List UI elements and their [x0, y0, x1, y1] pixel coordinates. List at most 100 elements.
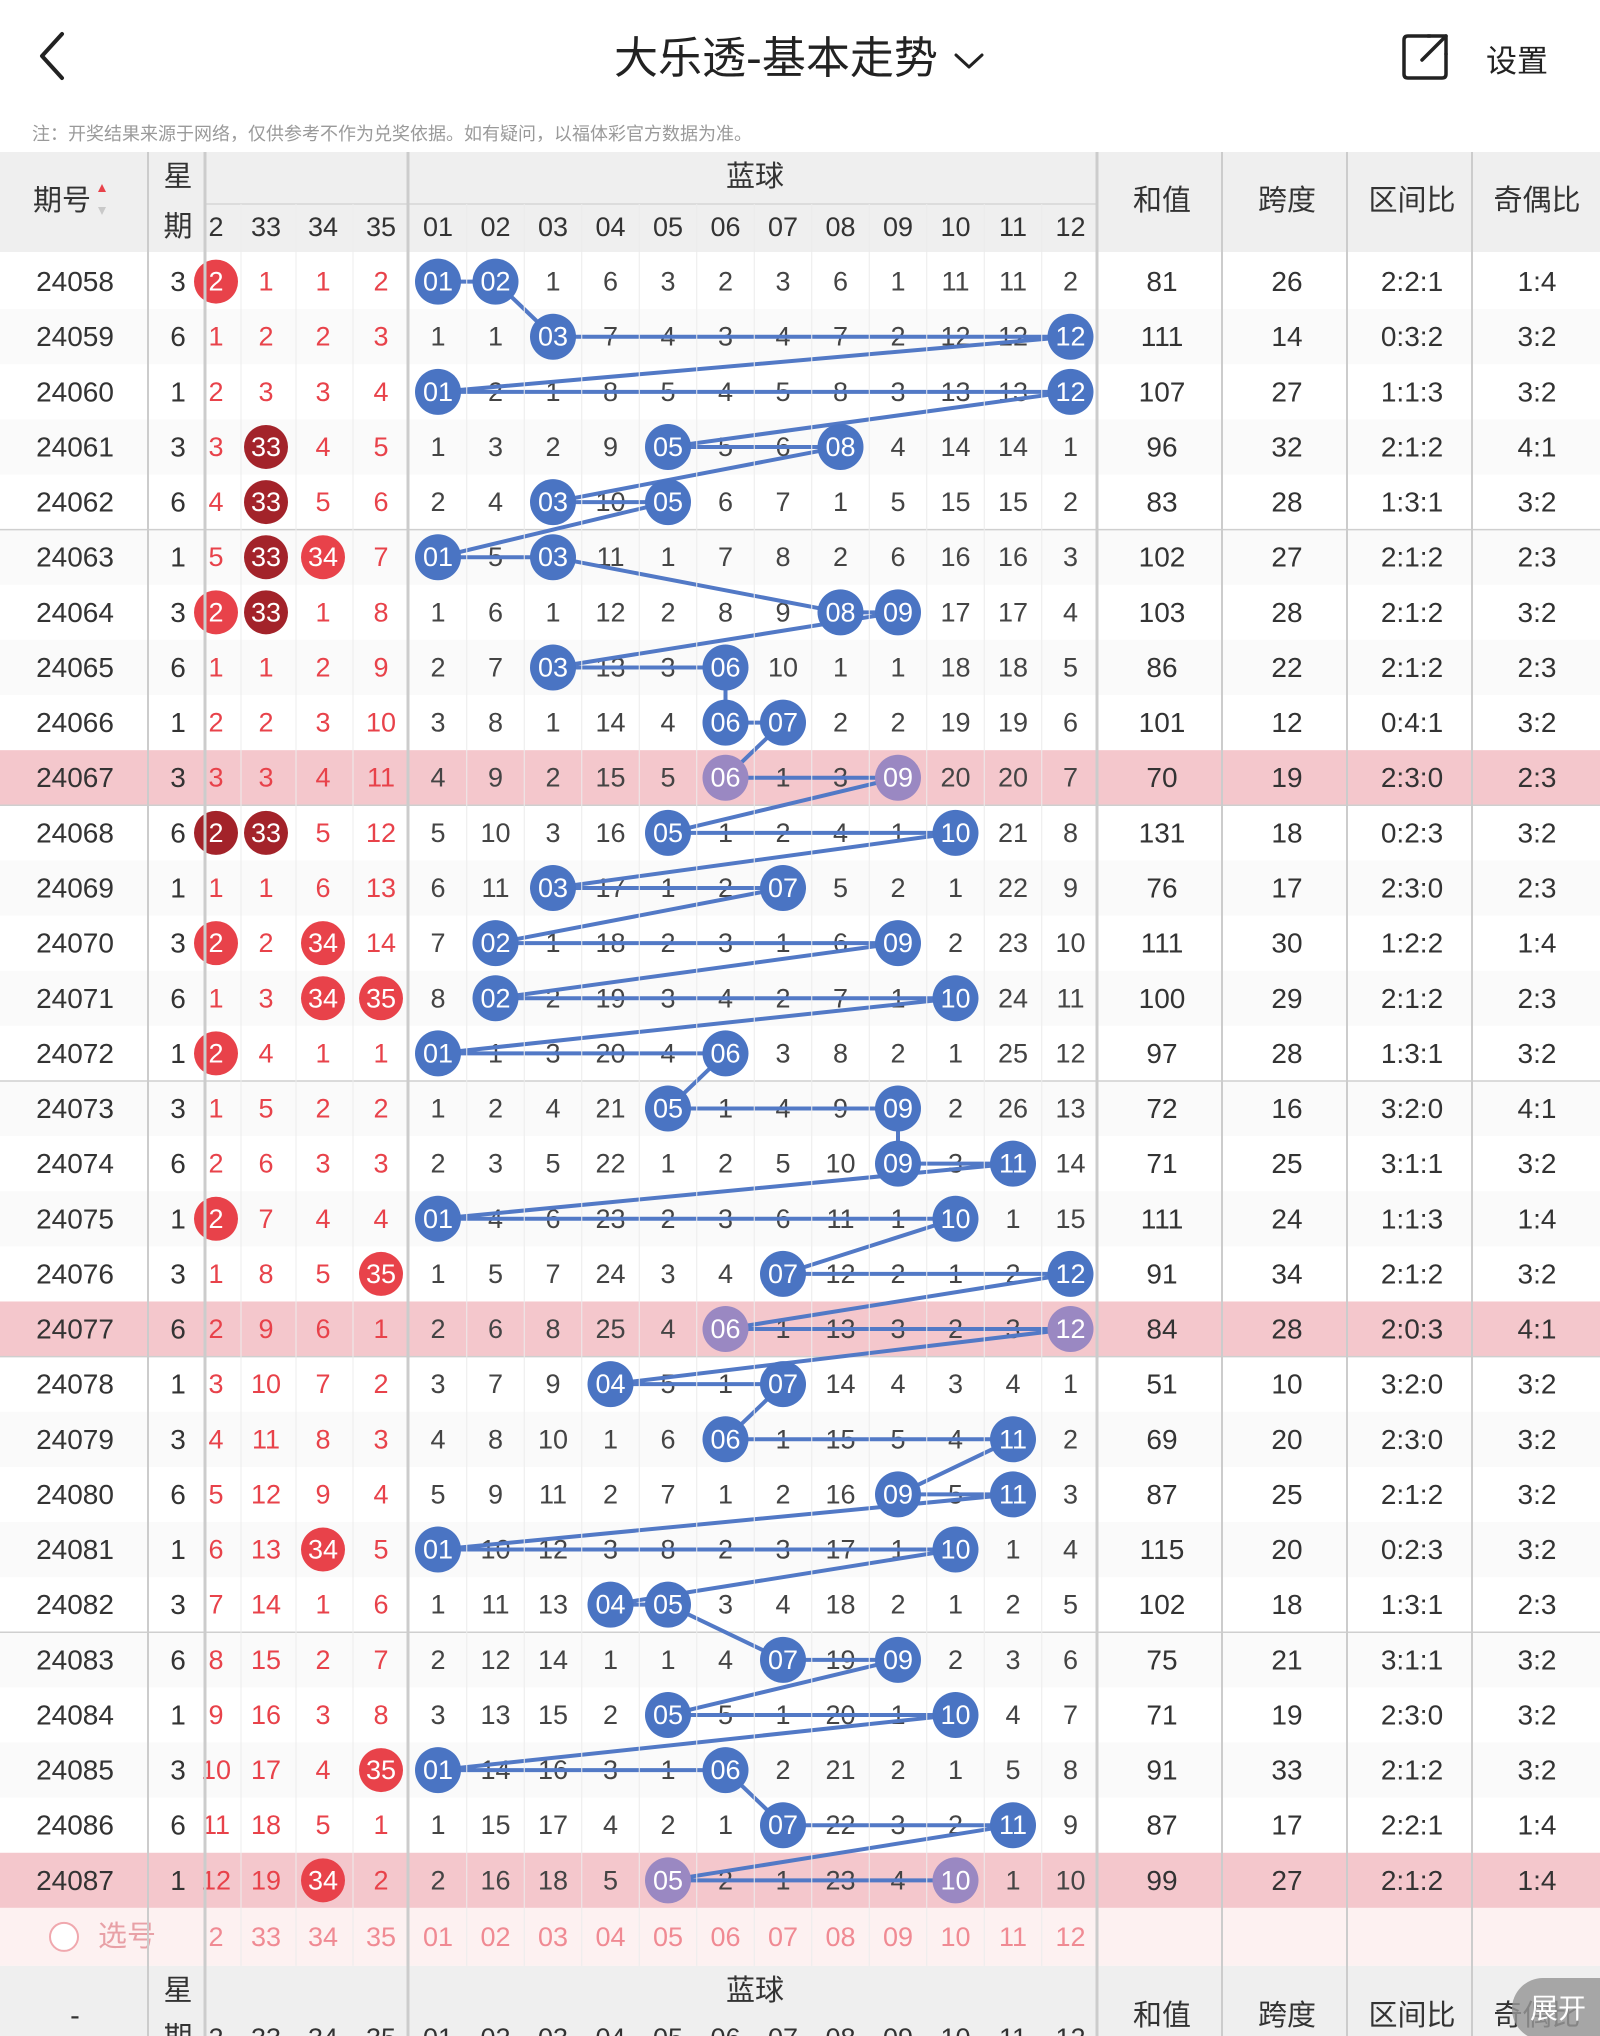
front-ball-number: 34	[308, 1865, 338, 1895]
header-period[interactable]: 期号	[33, 185, 91, 217]
row-odd-even: 2:3	[1518, 983, 1557, 1014]
row-zone-ratio: 2:3:0	[1381, 762, 1443, 793]
table-row[interactable]: 24063 1 5 33 34 7 5 11 1 7 8 2 6 16 16 3 102 27 2:1:2 2:3	[0, 529, 1600, 585]
footer-front-col: 33	[251, 2023, 281, 2036]
row-weekday: 3	[170, 1755, 186, 1786]
blue-miss-count: 6	[430, 873, 445, 903]
select-blue-option[interactable]: 11	[999, 1922, 1027, 1952]
table-row[interactable]: 24076 3 1 8 5 35 1 5 7 24 3 4 12 2 1 2 91 34 2:1:2 3:2	[36, 1251, 1556, 1296]
select-blue-option[interactable]: 10	[940, 1922, 970, 1952]
row-zone-ratio: 3:1:1	[1381, 1644, 1443, 1675]
blue-miss-count: 5	[660, 763, 675, 793]
table-row[interactable]: 24065 6 1 1 2 9 2 7 13 3 10 1 1 18 18 5 86 22 2:1:2 2:3	[0, 639, 1600, 696]
front-miss-count: 1	[208, 322, 223, 352]
expand-button[interactable]: 展开	[1512, 1978, 1600, 2036]
select-blue-option[interactable]: 02	[480, 1922, 510, 1952]
row-period: 24071	[36, 983, 114, 1014]
select-blue-option[interactable]: 01	[423, 1922, 453, 1952]
blue-miss-count: 9	[1063, 873, 1078, 903]
select-front-option[interactable]: 33	[251, 1922, 281, 1952]
front-miss-count: 2	[315, 1645, 330, 1675]
table-row[interactable]: 24084 1 9 16 3 8 3 13 15 2 5 1 20 1 4 7 71 19 2:3:0 3:2	[36, 1699, 1556, 1730]
blue-ball-hit	[875, 1085, 921, 1132]
select-blue-option[interactable]: 07	[768, 1922, 798, 1952]
table-row[interactable]: 24062 6 4 33 5 6 2 4 10 6 7 1 5 15 15 2 83 28 1:3:1 3:2	[36, 480, 1556, 525]
select-blue-option[interactable]: 08	[825, 1922, 855, 1952]
page-title[interactable]: 大乐透-基本走势	[0, 22, 1600, 86]
blue-ball-hit	[760, 864, 806, 911]
chevron-left-icon[interactable]	[30, 26, 74, 86]
chevron-down-icon[interactable]	[952, 51, 986, 71]
blue-miss-count: 2	[890, 1038, 905, 1068]
blue-miss-count: 14	[825, 1369, 855, 1399]
row-zone-ratio: 2:2:1	[1381, 266, 1443, 297]
blue-ball-hit	[990, 1802, 1036, 1849]
select-front-option[interactable]: 35	[366, 1922, 396, 1952]
front-miss-count: 1	[208, 652, 223, 682]
row-weekday: 3	[170, 431, 186, 462]
table-row[interactable]: 24080 6 5 12 9 4 5 9 11 2 7 1 2 16 5 3 87 25 2:1:2 3:2	[36, 1479, 1556, 1510]
blue-ball-hit	[932, 809, 979, 856]
select-front-option[interactable]: 34	[308, 1922, 338, 1952]
table-row[interactable]: 24074 6 2 6 3 3 2 3 5 22 1 2 5 10 3 14 71 25 3:1:1 3:2	[36, 1148, 1556, 1179]
table-row[interactable]: 24068 6 2 33 5 12 5 10 3 16 1 2 4 1 21 8 131 18 0:2:3 3:2	[36, 810, 1557, 855]
blue-miss-count: 3	[660, 1259, 675, 1289]
blue-ball-hit	[645, 809, 691, 856]
blue-miss-count: 4	[1063, 1535, 1078, 1565]
table-row[interactable]: 24058 3 2 1 1 2 1 6 3 2 3 6 1 11 11 2 81 26 2:2:1 1:4	[36, 259, 1556, 304]
blue-miss-count: 7	[430, 928, 445, 958]
blue-ball-number: 03	[538, 873, 568, 903]
blue-miss-count: 1	[430, 432, 445, 462]
blue-miss-count: 7	[1063, 763, 1078, 793]
blue-ball-hit	[760, 699, 806, 746]
header-blue-col: 06	[710, 212, 740, 242]
front-miss-count: 13	[366, 873, 396, 903]
select-row-label[interactable]: 选号	[98, 1920, 156, 1953]
settings-button[interactable]: 设置	[1486, 44, 1548, 80]
table-row[interactable]: 24066 1 2 2 3 10 3 8 1 14 4 2 2 19 19 6 101 12 0:4:1 3:2	[36, 707, 1556, 738]
row-weekday: 6	[170, 1810, 186, 1841]
select-radio-icon[interactable]	[49, 1921, 79, 1952]
table-row[interactable]: 24064 3 2 33 1 8 1 6 1 12 2 8 9 17 17 4 103 28 2:1:2 3:2	[36, 590, 1556, 635]
blue-miss-count: 2	[890, 1755, 905, 1785]
select-blue-option[interactable]: 12	[1055, 1922, 1085, 1952]
table-row[interactable]: 24072 1 2 4 1 1 1 3 20 4 3 8 2 1 25 12 97 28 1:3:1 3:2	[36, 1031, 1556, 1076]
blue-miss-count: 4	[1063, 597, 1078, 627]
row-zone-ratio: 2:3:0	[1381, 1424, 1443, 1455]
share-icon[interactable]	[1400, 32, 1450, 82]
front-ball-number: 34	[308, 542, 338, 572]
row-sum: 69	[1146, 1424, 1177, 1455]
select-blue-option[interactable]: 09	[883, 1922, 913, 1952]
front-ball-hit	[359, 1251, 403, 1296]
blue-miss-count: 5	[545, 1149, 560, 1179]
front-miss-count: 1	[208, 1094, 223, 1124]
row-weekday: 3	[170, 1589, 186, 1620]
front-miss-count: 1	[315, 267, 330, 297]
row-odd-even: 3:2	[1518, 817, 1557, 848]
select-blue-option[interactable]: 06	[710, 1922, 740, 1952]
table-row[interactable]: 24082 3 7 14 1 6 1 11 13 3 4 18 2 1 2 5 102 18 1:3:1 2:3	[36, 1589, 1556, 1620]
select-blue-option[interactable]: 03	[538, 1922, 568, 1952]
row-odd-even: 3:2	[1518, 1644, 1557, 1675]
table-row[interactable]: 24083 6 8 15 2 7 2 12 14 1 1 4 19 2 3 6 75 21 3:1:1 3:2	[0, 1632, 1600, 1688]
row-period: 24084	[36, 1699, 114, 1730]
blue-ball-hit	[702, 1030, 749, 1077]
blue-miss-count: 22	[998, 873, 1028, 903]
header-span: 跨度	[1258, 184, 1316, 217]
blue-miss-count: 11	[1056, 983, 1084, 1013]
select-blue-option[interactable]: 04	[595, 1922, 625, 1952]
blue-ball-number: 01	[423, 1755, 453, 1785]
blue-ball-hit	[530, 644, 576, 691]
sort-desc-icon[interactable]	[98, 207, 106, 215]
blue-miss-count: 2	[1063, 1424, 1078, 1454]
page-title-text[interactable]: 大乐透-基本走势	[614, 33, 938, 84]
row-period: 24066	[36, 707, 114, 738]
front-miss-count: 3	[258, 377, 273, 407]
blue-miss-count: 1	[488, 322, 503, 352]
front-miss-count: 14	[366, 928, 396, 958]
table-row[interactable]: 24085 3 10 17 4 35 14 16 3 1 2 21 2 1 5 8 91 33 2:1:2 3:2	[0, 1742, 1600, 1798]
sort-asc-icon[interactable]	[98, 184, 106, 192]
select-blue-option[interactable]: 05	[653, 1922, 683, 1952]
front-ball-number: 33	[251, 818, 281, 848]
select-front-option[interactable]: 2	[208, 1922, 223, 1952]
